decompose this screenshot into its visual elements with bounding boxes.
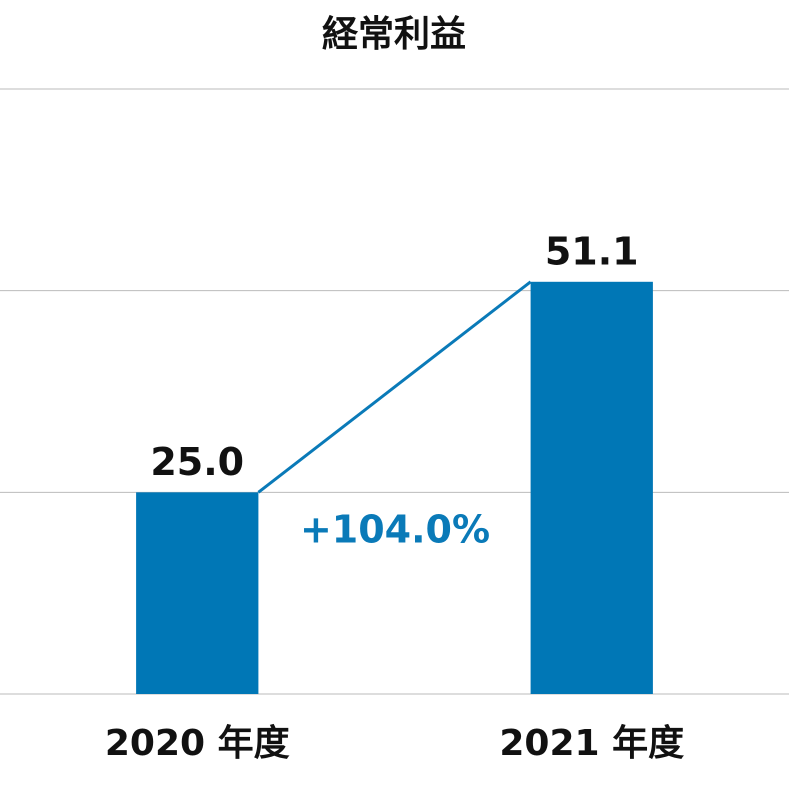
change-annotation: +104.0% (300, 508, 490, 552)
change-connector (257, 280, 532, 494)
bar (136, 492, 259, 694)
x-tick-label: 2021 年度 (499, 723, 684, 764)
chart-title: 経常利益 (322, 14, 466, 55)
value-label: 25.0 (150, 440, 244, 484)
x-tick-label: 2020 年度 (105, 723, 290, 764)
value-label: 51.1 (545, 229, 639, 273)
bar (530, 281, 653, 694)
